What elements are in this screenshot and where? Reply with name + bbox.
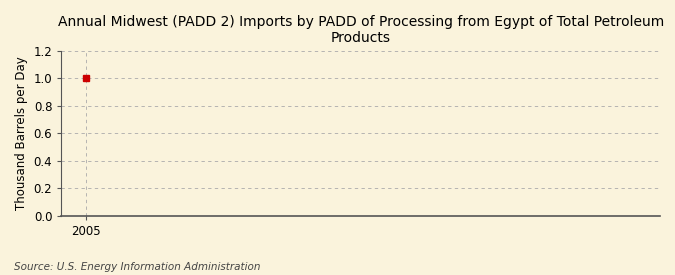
Title: Annual Midwest (PADD 2) Imports by PADD of Processing from Egypt of Total Petrol: Annual Midwest (PADD 2) Imports by PADD … <box>57 15 664 45</box>
Y-axis label: Thousand Barrels per Day: Thousand Barrels per Day <box>15 56 28 210</box>
Text: Source: U.S. Energy Information Administration: Source: U.S. Energy Information Administ… <box>14 262 260 272</box>
